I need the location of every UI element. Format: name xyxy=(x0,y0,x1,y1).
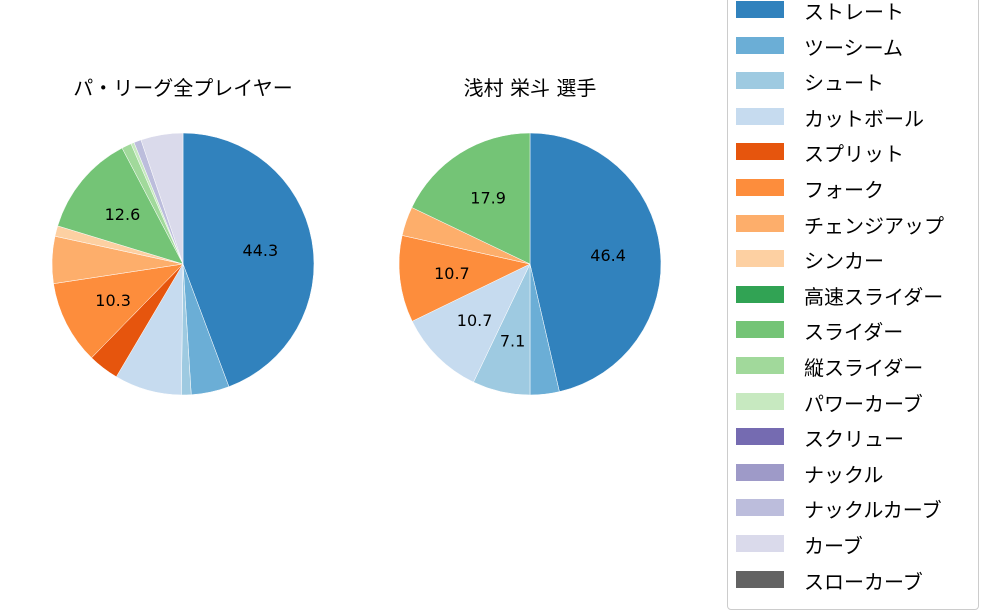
legend-item: 縦スライダー xyxy=(728,348,978,384)
legend-swatch xyxy=(736,72,784,90)
slice-value-label: 10.3 xyxy=(95,291,131,310)
legend-label: スプリット xyxy=(804,142,904,167)
legend-label: スローカーブ xyxy=(804,569,923,594)
legend-swatch xyxy=(736,357,784,374)
legend-label: 縦スライダー xyxy=(804,356,924,380)
legend-label: カットボール xyxy=(804,106,924,131)
legend-item: スプリット xyxy=(728,134,978,170)
chart-title-league: パ・リーグ全プレイヤー xyxy=(73,76,293,100)
legend-item: カットボール xyxy=(728,99,978,135)
legend-item: カーブ xyxy=(728,526,978,562)
legend-swatch xyxy=(736,107,784,125)
legend-label: スライダー xyxy=(804,320,904,345)
legend-swatch xyxy=(736,499,784,517)
legend-item: シュート xyxy=(728,63,978,99)
pie-slice xyxy=(53,263,184,359)
legend-label: ナックル xyxy=(804,462,884,487)
legend-swatch xyxy=(736,143,784,161)
slice-value-label: 12.6 xyxy=(105,205,141,224)
pie-league: 44.3 10.3 12.6 xyxy=(51,132,315,396)
legend-item: シンカー xyxy=(728,241,978,277)
legend-item: ナックル xyxy=(728,455,978,491)
pie-slice xyxy=(182,132,315,388)
legend-label: フォーク xyxy=(804,178,884,202)
legend-item: ツーシーム xyxy=(728,28,978,64)
pie-slice xyxy=(529,132,662,392)
legend-label: パワーカーブ xyxy=(804,391,923,416)
legend-label: スクリュー xyxy=(804,427,904,452)
legend-swatch xyxy=(736,570,784,588)
legend-item: チェンジアップ xyxy=(728,206,978,242)
legend-label: カーブ xyxy=(804,534,863,558)
legend-item: パワーカーブ xyxy=(728,384,978,420)
slice-value-label: 7.1 xyxy=(500,332,525,351)
legend-item: スクリュー xyxy=(728,419,978,455)
chart-title-player: 浅村 栄斗 選手 xyxy=(463,76,597,100)
legend-item: 高速スライダー xyxy=(728,277,978,313)
pie-player: 46.4 7.1 10.7 10.7 17.9 xyxy=(398,132,662,396)
slice-value-label: 10.7 xyxy=(457,311,493,330)
pie-slice xyxy=(140,132,184,265)
legend-swatch xyxy=(736,428,784,446)
legend-swatch xyxy=(736,1,784,18)
legend-label: チェンジアップ xyxy=(804,213,944,238)
legend-item: ストレート xyxy=(728,0,978,28)
legend-swatch xyxy=(736,463,784,481)
slice-value-label: 44.3 xyxy=(243,241,279,260)
pie-slice xyxy=(57,147,184,265)
legend-label: ツーシーム xyxy=(804,35,903,60)
legend-label: 高速スライダー xyxy=(804,284,944,309)
pie-slice xyxy=(411,132,531,265)
legend-swatch xyxy=(736,179,784,196)
legend-item: スローカーブ xyxy=(728,562,978,598)
legend-swatch xyxy=(736,392,784,410)
legend-label: ストレート xyxy=(804,0,904,24)
legend-label: シュート xyxy=(804,71,884,96)
slice-value-label: 46.4 xyxy=(590,246,626,265)
legend-swatch xyxy=(736,285,784,303)
legend-label: ナックルカーブ xyxy=(804,498,942,523)
legend: ストレートツーシームシュートカットボール スプリットフォークチェンジアップ シンカー… xyxy=(727,0,979,610)
slice-value-label: 17.9 xyxy=(470,189,506,208)
legend-label: シンカー xyxy=(804,249,884,274)
legend-item: フォーク xyxy=(728,170,978,206)
legend-swatch xyxy=(736,36,784,54)
legend-item: スライダー xyxy=(728,312,978,348)
slice-value-label: 10.7 xyxy=(434,264,470,283)
legend-swatch xyxy=(736,250,784,268)
legend-item: ナックルカーブ xyxy=(728,490,978,526)
legend-swatch xyxy=(736,321,784,339)
legend-swatch xyxy=(736,214,784,232)
pie-slice xyxy=(411,263,531,383)
legend-swatch xyxy=(736,535,784,552)
